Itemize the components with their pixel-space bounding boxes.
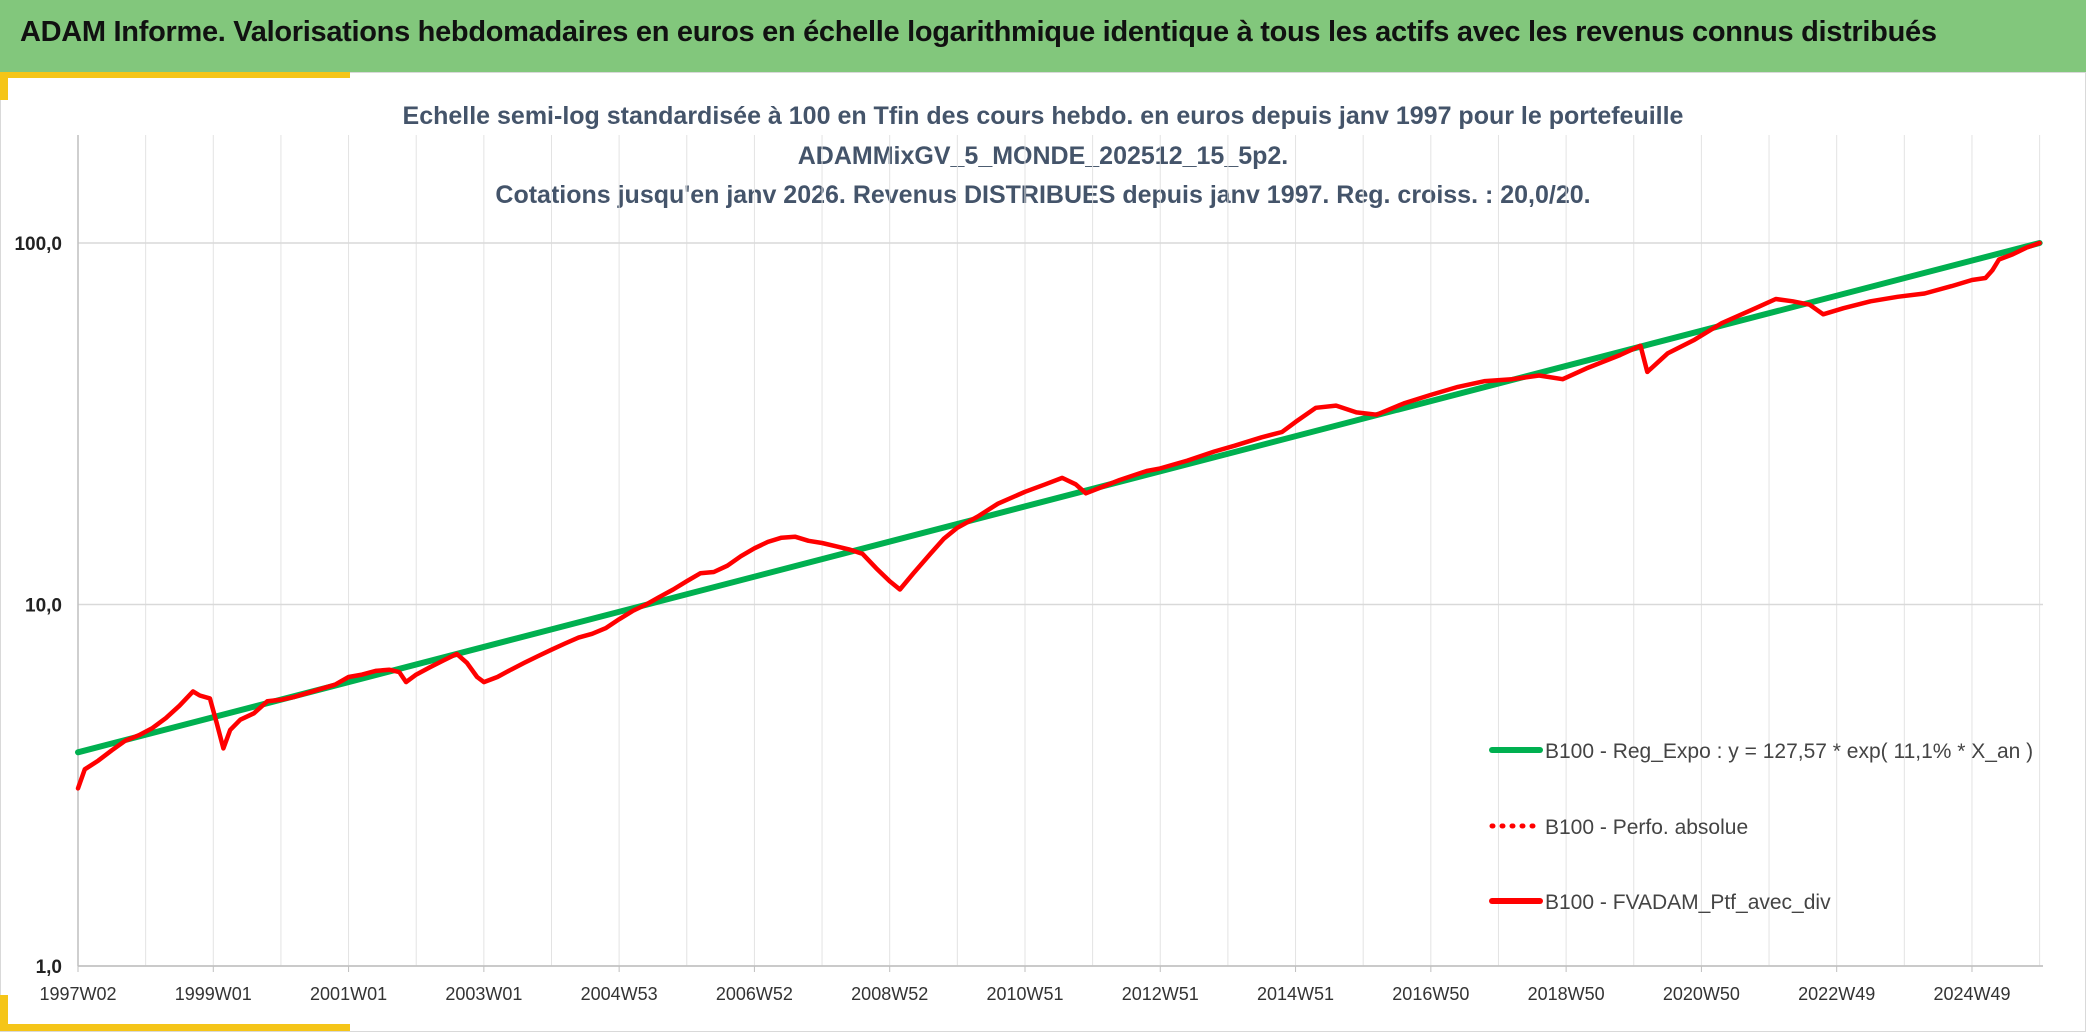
chart-title-line-2: ADAMMixGV_5_MONDE_202512_15_5p2.	[797, 142, 1289, 170]
x-tick-label: 2014W51	[1257, 984, 1334, 1004]
x-tick-label: 2004W53	[581, 984, 658, 1004]
header-title: ADAM Informe. Valorisations hebdomadaire…	[20, 16, 1937, 48]
x-tick-label: 2012W51	[1122, 984, 1199, 1004]
x-tick-label: 2003W01	[445, 984, 522, 1004]
accent-bar-top-h	[0, 72, 350, 78]
series-line-0	[75, 240, 2043, 756]
x-tick-label: 2024W49	[1933, 984, 2010, 1004]
legend-label-2: B100 - FVADAM_Ptf_avec_div	[1545, 891, 1831, 914]
x-tick-label: 2006W52	[716, 984, 793, 1004]
legend-label-1: B100 - Perfo. absolue	[1545, 816, 1748, 839]
x-tick-label: 2008W52	[851, 984, 928, 1004]
header-bar: ADAM Informe. Valorisations hebdomadaire…	[0, 0, 2086, 72]
x-tick-label: 2020W50	[1663, 984, 1740, 1004]
x-tick-label: 2018W50	[1528, 984, 1605, 1004]
accent-bar-bottom-h	[0, 1024, 350, 1031]
chart-title-line-1: Echelle semi-log standardisée à 100 en T…	[402, 102, 1684, 130]
x-tick-label: 2022W49	[1798, 984, 1875, 1004]
series-line-2	[75, 240, 2042, 791]
y-tick-label: 1,0	[36, 957, 62, 978]
y-tick-label: 10,0	[25, 596, 62, 617]
series-layer	[75, 240, 2043, 791]
axes: 1,0 10,0 100,0 1997W02 1999W01 2001W01 2003W01…	[14, 135, 2043, 1004]
chart-title-line-3: Cotations jusqu'en janv 2026. Revenus DI…	[495, 181, 1591, 209]
x-tick-label: 1999W01	[175, 984, 252, 1004]
grid-lines	[77, 135, 2043, 967]
x-tick-label: 1997W02	[39, 984, 116, 1004]
x-tick-label: 2001W01	[310, 984, 387, 1004]
legend: B100 - Reg_Expo : y = 127,57 * exp( 11,1…	[1489, 740, 2033, 914]
accent-bar-bottom-v	[0, 995, 8, 1031]
x-tick-label: 2016W50	[1392, 984, 1469, 1004]
x-tick-label: 2010W51	[986, 984, 1063, 1004]
y-tick-label: 100,0	[14, 234, 62, 255]
legend-label-0: B100 - Reg_Expo : y = 127,57 * exp( 11,1…	[1545, 740, 2033, 763]
accent-bar-top-v	[0, 72, 8, 100]
